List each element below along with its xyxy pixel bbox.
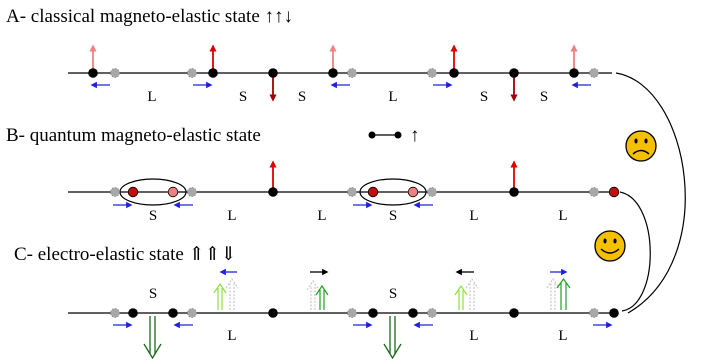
singlet-symbol-icon bbox=[368, 131, 402, 139]
bond-label: S bbox=[540, 89, 548, 105]
bond-label: L bbox=[558, 208, 567, 224]
bond-label: S bbox=[149, 286, 157, 302]
panel-a-title: A- classical magneto-elastic state ↑↑↓ bbox=[6, 6, 293, 27]
singlet-ellipse bbox=[359, 178, 427, 206]
bond-label: L bbox=[469, 328, 478, 344]
connector-b-to-c bbox=[619, 191, 651, 312]
bond-label: L bbox=[317, 208, 326, 224]
bond-labels-b: S L L S L L bbox=[149, 208, 568, 224]
bond-label: L bbox=[227, 328, 236, 344]
dipole-down-arrows bbox=[143, 316, 402, 360]
spin-arrows-a bbox=[89, 44, 578, 102]
bond-labels-c: S L S L L bbox=[149, 286, 568, 344]
sad-face-icon bbox=[625, 130, 657, 162]
bond-label: S bbox=[480, 89, 488, 105]
bond-label: S bbox=[389, 208, 397, 224]
bond-label: L bbox=[227, 208, 236, 224]
panel-c: C- electro-elastic state ⇑⇑⇓ bbox=[14, 244, 619, 360]
bond-label: S bbox=[239, 89, 247, 105]
ghost-atoms-c bbox=[110, 308, 599, 318]
singlet-ellipse bbox=[119, 178, 187, 206]
connector-a-to-c bbox=[615, 72, 686, 314]
atoms-a bbox=[88, 68, 579, 78]
spin-arrows-b bbox=[269, 160, 518, 188]
panel-b-title-arrow: ↑ bbox=[410, 125, 420, 146]
atoms-b bbox=[127, 186, 620, 198]
dipole-up-arrows bbox=[213, 277, 571, 310]
displacement-arrows-c bbox=[113, 268, 613, 329]
bond-labels-a: L S S L S S bbox=[147, 89, 548, 105]
bond-label: L bbox=[558, 328, 567, 344]
bond-label: S bbox=[389, 286, 397, 302]
atoms-c bbox=[128, 308, 619, 318]
panel-c-title: C- electro-elastic state ⇑⇑⇓ bbox=[14, 244, 236, 265]
bond-label: L bbox=[469, 208, 478, 224]
bond-label: S bbox=[298, 89, 306, 105]
bond-label: L bbox=[147, 89, 156, 105]
ghost-atoms-b bbox=[110, 187, 599, 197]
happy-face-icon bbox=[594, 230, 626, 262]
panel-b: B- quantum magneto-elastic state ↑ bbox=[6, 125, 620, 224]
panel-b-title: B- quantum magneto-elastic state bbox=[6, 125, 261, 146]
bond-label: S bbox=[149, 208, 157, 224]
panel-a: A- classical magneto-elastic state ↑↑↓ bbox=[6, 6, 612, 105]
bond-label: L bbox=[388, 89, 397, 105]
ghost-atoms-a bbox=[110, 68, 599, 78]
